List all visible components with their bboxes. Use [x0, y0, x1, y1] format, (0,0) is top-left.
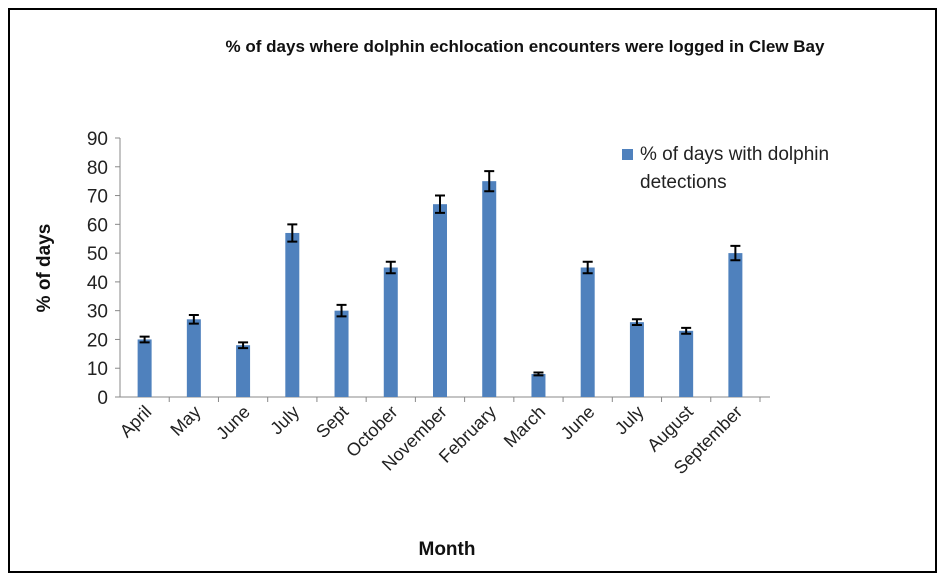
error-bar — [681, 326, 692, 335]
bar — [482, 181, 497, 397]
y-tick-label: 60 — [87, 215, 108, 236]
bar — [285, 232, 300, 397]
bar — [728, 253, 743, 397]
y-tick-label: 80 — [87, 158, 108, 179]
error-bar — [336, 303, 347, 318]
y-tick-label: 70 — [87, 187, 108, 208]
error-bar — [631, 318, 642, 327]
bar — [383, 267, 398, 397]
x-tick-label: May — [166, 402, 204, 440]
error-bar — [533, 371, 544, 377]
legend: % of days with dolphin detections — [622, 141, 902, 197]
error-bar — [385, 260, 396, 275]
bar — [186, 319, 201, 397]
bar — [629, 322, 644, 397]
y-tick-label: 50 — [87, 244, 108, 265]
bar — [580, 267, 595, 397]
bar — [137, 339, 152, 397]
x-tick-label: July — [266, 402, 303, 439]
x-tick-label: Sept — [312, 402, 352, 442]
x-tick-label: June — [212, 402, 254, 444]
x-tick-label: June — [557, 402, 599, 444]
bar — [679, 330, 694, 397]
error-bar — [188, 313, 199, 325]
bar — [334, 310, 349, 397]
error-bar — [484, 170, 495, 193]
y-axis-label: % of days — [34, 224, 55, 313]
y-tick-label: 20 — [87, 330, 108, 351]
y-tick-label: 30 — [87, 302, 108, 323]
error-bar — [582, 260, 593, 275]
y-tick-label: 40 — [87, 273, 108, 294]
error-bar — [730, 244, 741, 262]
legend-label: % of days with dolphin detections — [640, 144, 830, 193]
x-tick-label: March — [500, 402, 550, 452]
y-tick-label: 0 — [97, 388, 108, 409]
bar — [236, 345, 251, 397]
bar — [531, 373, 546, 397]
x-tick-label: July — [611, 402, 648, 439]
error-bar — [139, 335, 150, 344]
y-tick-label: 10 — [87, 359, 108, 380]
x-axis-label: Month — [419, 539, 476, 560]
error-bar — [435, 194, 445, 214]
error-bar — [287, 223, 298, 243]
legend-swatch — [622, 149, 633, 160]
x-tick-label: April — [116, 402, 156, 442]
error-bar — [238, 341, 249, 350]
y-tick-label: 90 — [87, 129, 108, 150]
frame — [8, 8, 937, 573]
bar — [433, 204, 447, 397]
chart-title: % of days where dolphin echlocation enco… — [226, 37, 825, 56]
